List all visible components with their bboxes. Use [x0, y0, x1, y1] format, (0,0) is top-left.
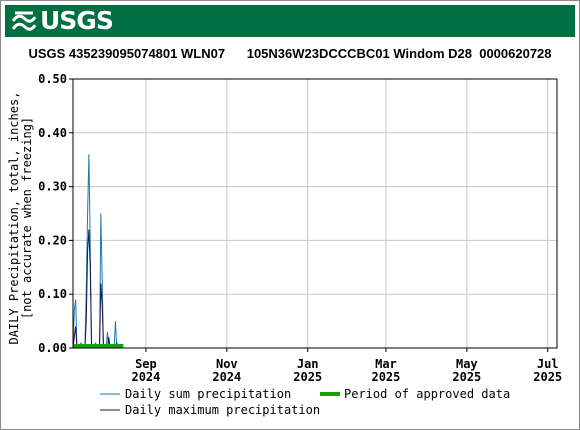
usgs-logo-text: USGS: [40, 6, 114, 35]
usgs-banner: USGS: [5, 5, 575, 37]
x-tick-label-year: 2024: [212, 370, 241, 384]
x-tick-label-year: 2025: [371, 370, 400, 384]
legend-label-daily-sum: Daily sum precipitation: [125, 387, 291, 401]
x-tick-label-year: 2025: [452, 370, 481, 384]
x-tick-label-month: Nov: [216, 357, 238, 371]
plot-area-border: [72, 78, 558, 349]
legend-label-approved: Period of approved data: [344, 387, 510, 401]
y-axis-label-line1: DAILY Precipitation, total, inches,: [7, 92, 21, 345]
y-tick-label: 0.20: [38, 233, 67, 247]
x-tick-label-year: 2024: [131, 370, 160, 384]
x-tick-label-month: Jul: [537, 357, 559, 371]
x-tick-label-month: Mar: [375, 357, 397, 371]
usgs-wave-icon: [11, 11, 37, 31]
y-tick-label: 0.50: [38, 72, 67, 86]
series-daily-max-line: [72, 229, 119, 349]
chart-title: USGS 435239095074801 WLN07 105N36W23DCCC…: [28, 46, 552, 61]
x-tick-label-year: 2025: [293, 370, 322, 384]
y-tick-label: 0.00: [38, 341, 67, 355]
legend-label-daily-max: Daily maximum precipitation: [125, 403, 320, 417]
x-tick-label-month: Jan: [297, 357, 319, 371]
y-tick-label: 0.30: [38, 180, 67, 194]
x-tick-label-month: Sep: [135, 357, 157, 371]
series-daily-sum-line: [72, 154, 123, 349]
x-tick-label-year: 2025: [533, 370, 562, 384]
chart-legend: Daily sum precipitation Period of approv…: [100, 387, 510, 417]
usgs-logo[interactable]: USGS: [11, 6, 114, 35]
y-axis-label-line2: [not accurate when freezing]: [20, 117, 34, 319]
y-tick-label: 0.10: [38, 287, 67, 301]
x-tick-label-month: May: [456, 357, 478, 371]
y-tick-label: 0.40: [38, 126, 67, 140]
